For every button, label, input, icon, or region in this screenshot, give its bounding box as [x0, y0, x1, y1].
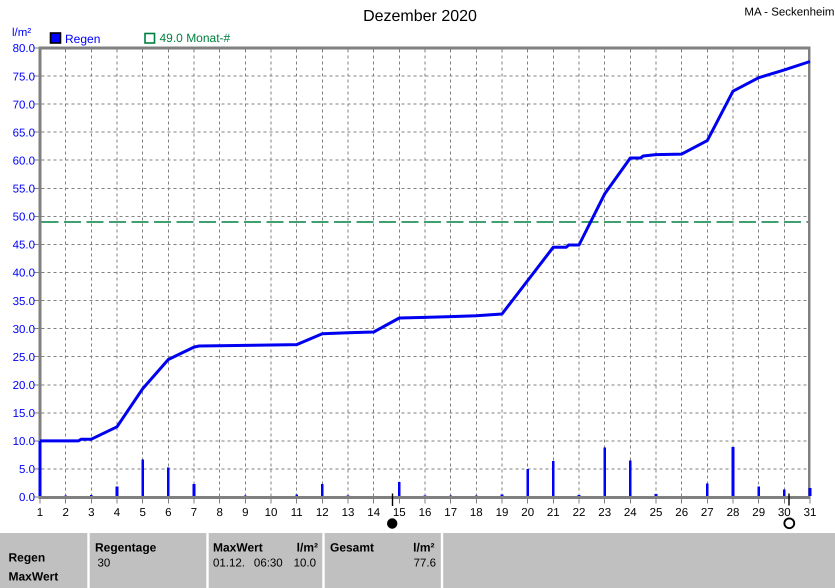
svg-text:26: 26 [675, 507, 688, 519]
svg-text:35.0: 35.0 [13, 296, 35, 308]
svg-text:10.0: 10.0 [294, 558, 316, 570]
svg-text:60.0: 60.0 [13, 155, 35, 167]
svg-text:15.0: 15.0 [13, 408, 35, 420]
svg-text:7: 7 [191, 507, 197, 519]
svg-text:MA - Seckenheim: MA - Seckenheim [744, 7, 834, 19]
svg-text:16: 16 [419, 507, 432, 519]
svg-text:Regen: Regen [9, 551, 46, 565]
svg-text:l/m²: l/m² [413, 541, 434, 555]
svg-text:75.0: 75.0 [13, 71, 35, 83]
svg-text:0.0: 0.0 [19, 492, 35, 504]
svg-text:11: 11 [291, 507, 303, 519]
svg-text:25.0: 25.0 [13, 352, 35, 364]
svg-text:22: 22 [573, 507, 586, 519]
svg-text:50.0: 50.0 [13, 212, 35, 224]
svg-text:30.0: 30.0 [13, 324, 35, 336]
svg-text:28: 28 [727, 507, 740, 519]
svg-text:25: 25 [650, 507, 663, 519]
svg-text:13: 13 [342, 507, 355, 519]
svg-text:24: 24 [624, 507, 637, 519]
svg-text:01.12. 06:30: 01.12. 06:30 [213, 558, 283, 570]
svg-text:6: 6 [165, 507, 171, 519]
svg-text:10.0: 10.0 [13, 436, 35, 448]
svg-text:4: 4 [114, 507, 121, 519]
svg-text:18: 18 [470, 507, 483, 519]
svg-text:30: 30 [778, 507, 791, 519]
svg-text:Gesamt: Gesamt [330, 541, 374, 555]
svg-text:MaxWert: MaxWert [213, 541, 263, 555]
svg-text:80.0: 80.0 [13, 43, 35, 55]
svg-text:Regentage: Regentage [95, 541, 157, 555]
svg-text:2: 2 [62, 507, 68, 519]
svg-text:15: 15 [393, 507, 406, 519]
svg-text:3: 3 [88, 507, 94, 519]
svg-text:65.0: 65.0 [13, 127, 35, 139]
svg-text:17: 17 [444, 507, 457, 519]
svg-text:21: 21 [547, 507, 560, 519]
svg-text:5: 5 [139, 507, 145, 519]
svg-text:9: 9 [242, 507, 248, 519]
svg-text:30: 30 [98, 558, 111, 570]
svg-text:49.0 Monat-#: 49.0 Monat-# [160, 31, 231, 45]
svg-text:5.0: 5.0 [19, 464, 35, 476]
svg-text:l/m²: l/m² [12, 27, 31, 39]
svg-text:55.0: 55.0 [13, 184, 35, 196]
svg-text:10: 10 [265, 507, 278, 519]
svg-text:8: 8 [216, 507, 222, 519]
svg-text:77.6: 77.6 [414, 558, 436, 570]
svg-text:Regen: Regen [65, 32, 100, 46]
svg-text:MaxWert: MaxWert [9, 570, 59, 584]
svg-text:14: 14 [367, 507, 380, 519]
svg-text:31: 31 [804, 507, 817, 519]
svg-text:29: 29 [752, 507, 765, 519]
svg-text:12: 12 [316, 507, 329, 519]
svg-text:23: 23 [598, 507, 611, 519]
svg-text:20.0: 20.0 [13, 380, 35, 392]
svg-text:1: 1 [37, 507, 43, 519]
svg-text:l/m²: l/m² [297, 541, 318, 555]
svg-text:45.0: 45.0 [13, 240, 35, 252]
svg-text:19: 19 [496, 507, 509, 519]
svg-text:70.0: 70.0 [13, 99, 35, 111]
svg-text:27: 27 [701, 507, 714, 519]
svg-text:Dezember 2020: Dezember 2020 [363, 8, 477, 25]
svg-text:20: 20 [521, 507, 534, 519]
svg-text:40.0: 40.0 [13, 268, 35, 280]
